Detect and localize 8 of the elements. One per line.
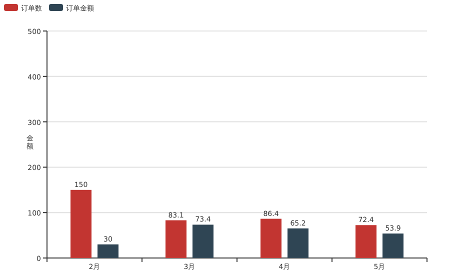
bar [192, 224, 214, 258]
bar [356, 225, 376, 258]
bar [70, 190, 92, 258]
bar [382, 234, 404, 258]
bar [98, 244, 118, 258]
bar [166, 220, 186, 258]
bar [260, 218, 282, 258]
bar [288, 228, 308, 258]
